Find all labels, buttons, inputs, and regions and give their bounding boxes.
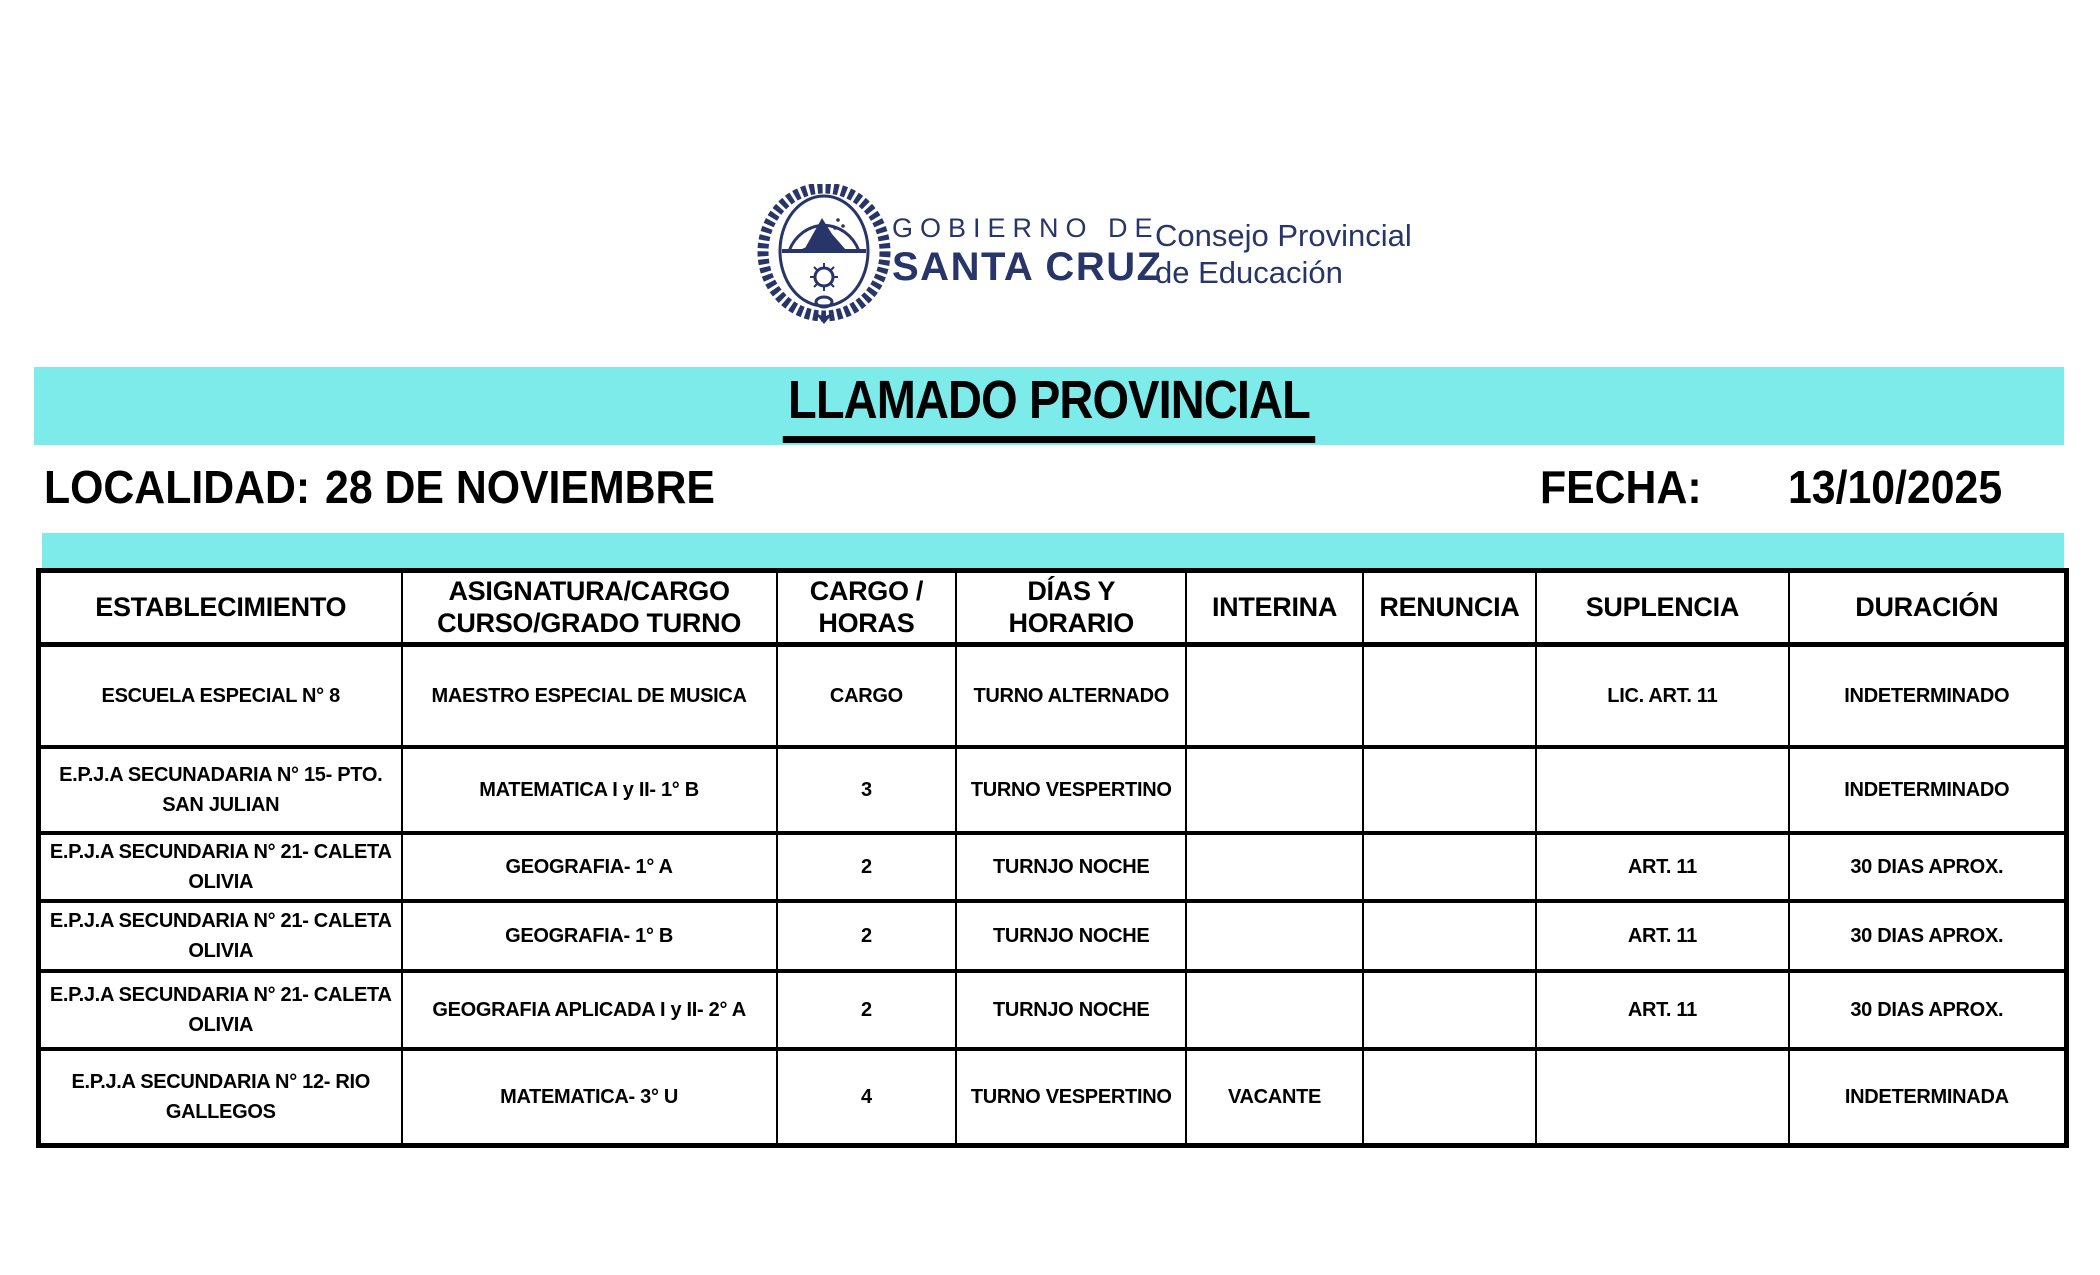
table-row: E.P.J.A SECUNADARIA N° 15- PTO. SAN JULI… bbox=[37, 745, 2068, 836]
consejo-line1: Consejo Provincial bbox=[1155, 218, 1412, 253]
table-cell: INDETERMINADO bbox=[1787, 642, 2068, 750]
table-cell: VACANTE bbox=[1185, 1047, 1364, 1148]
page-title: LLAMADO PROVINCIAL bbox=[782, 369, 1316, 443]
gobierno-de-text: GOBIERNO DE bbox=[892, 213, 1160, 243]
column-header: ESTABLECIMIENTO bbox=[37, 568, 403, 647]
table-cell: GEOGRAFIA APLICADA I y II- 2° A bbox=[400, 969, 778, 1052]
table-cell: 2 bbox=[775, 969, 958, 1052]
header-row: ESTABLECIMIENTO ASIGNATURA/CARGO CURSO/GR… bbox=[37, 568, 2068, 647]
table-cell bbox=[1361, 1047, 1538, 1148]
table-cell bbox=[1185, 745, 1364, 836]
table-cell: TURNJO NOCHE bbox=[955, 899, 1188, 974]
table-cell: E.P.J.A SECUNDARIA N° 12- RIO GALLEGOS bbox=[37, 1047, 403, 1148]
table-header-row: ESTABLECIMIENTO ASIGNATURA/CARGO CURSO/GR… bbox=[37, 568, 2068, 647]
title-banner: LLAMADO PROVINCIAL bbox=[34, 367, 2064, 445]
table-cell: ART. 11 bbox=[1535, 969, 1790, 1052]
gobierno-wordmark: GOBIERNO DE SANTA CRUZ bbox=[892, 213, 1163, 290]
table-cell bbox=[1361, 969, 1538, 1052]
table-cell bbox=[1361, 642, 1538, 750]
table-cell: TURNO VESPERTINO bbox=[955, 1047, 1188, 1148]
column-header: RENUNCIA bbox=[1361, 568, 1538, 647]
table-cell: 30 DIAS APROX. bbox=[1787, 899, 2068, 974]
table-cell: 2 bbox=[775, 899, 958, 974]
table-cell: GEOGRAFIA- 1° B bbox=[400, 899, 778, 974]
table-cell bbox=[1361, 745, 1538, 836]
coat-of-arms-icon bbox=[756, 182, 892, 326]
table-body: ESCUELA ESPECIAL N° 8 MAESTRO ESPECIAL DE… bbox=[37, 642, 2068, 1148]
column-header: DÍAS Y HORARIO bbox=[955, 568, 1188, 647]
table-cell: LIC. ART. 11 bbox=[1535, 642, 1790, 750]
table-cell: INDETERMINADA bbox=[1787, 1047, 2068, 1148]
santa-cruz-text: SANTA CRUZ bbox=[892, 245, 1163, 289]
table-cell: 30 DIAS APROX. bbox=[1787, 831, 2068, 904]
table-cell bbox=[1535, 1047, 1790, 1148]
table-cell: 4 bbox=[775, 1047, 958, 1148]
localidad-line: LOCALIDAD: 28 DE NOVIEMBRE bbox=[44, 460, 715, 514]
table-cell: E.P.J.A SECUNADARIA N° 15- PTO. SAN JULI… bbox=[37, 745, 403, 836]
column-header: ASIGNATURA/CARGO CURSO/GRADO TURNO bbox=[400, 568, 778, 647]
table-cell: TURNJO NOCHE bbox=[955, 831, 1188, 904]
table-cell bbox=[1361, 899, 1538, 974]
consejo-wordmark: Consejo Provincial de Educación bbox=[1155, 217, 1412, 291]
table-cell: ESCUELA ESPECIAL N° 8 bbox=[37, 642, 403, 750]
table-cell: 30 DIAS APROX. bbox=[1787, 969, 2068, 1052]
cyan-divider-bar bbox=[42, 533, 2064, 569]
table-cell bbox=[1535, 745, 1790, 836]
table-cell: ART. 11 bbox=[1535, 899, 1790, 974]
table-row: E.P.J.A SECUNDARIA N° 21- CALETA OLIVIA G… bbox=[37, 831, 2068, 904]
positions-table: ESTABLECIMIENTO ASIGNATURA/CARGO CURSO/GR… bbox=[36, 568, 2069, 1148]
table-row: ESCUELA ESPECIAL N° 8 MAESTRO ESPECIAL DE… bbox=[37, 642, 2068, 750]
consejo-line2: de Educación bbox=[1155, 255, 1343, 290]
positions-table-wrap: ESTABLECIMIENTO ASIGNATURA/CARGO CURSO/GR… bbox=[36, 568, 2069, 1148]
table-cell: CARGO bbox=[775, 642, 958, 750]
table-cell: MATEMATICA- 3° U bbox=[400, 1047, 778, 1148]
table-cell: TURNJO NOCHE bbox=[955, 969, 1188, 1052]
table-cell: 3 bbox=[775, 745, 958, 836]
localidad-value: 28 DE NOVIEMBRE bbox=[325, 461, 715, 513]
table-cell bbox=[1185, 969, 1364, 1052]
table-cell: ART. 11 bbox=[1535, 831, 1790, 904]
localidad-label: LOCALIDAD: bbox=[44, 461, 311, 513]
table-cell: 2 bbox=[775, 831, 958, 904]
fecha-value: 13/10/2025 bbox=[1788, 461, 2003, 513]
table-cell: GEOGRAFIA- 1° A bbox=[400, 831, 778, 904]
table-row: E.P.J.A SECUNDARIA N° 21- CALETA OLIVIA G… bbox=[37, 899, 2068, 974]
table-cell: E.P.J.A SECUNDARIA N° 21- CALETA OLIVIA bbox=[37, 831, 403, 904]
column-header: CARGO / HORAS bbox=[775, 568, 958, 647]
table-cell bbox=[1185, 831, 1364, 904]
table-cell bbox=[1185, 899, 1364, 974]
table-cell: MAESTRO ESPECIAL DE MUSICA bbox=[400, 642, 778, 750]
table-row: E.P.J.A SECUNDARIA N° 21- CALETA OLIVIA G… bbox=[37, 969, 2068, 1052]
column-header: DURACIÓN bbox=[1787, 568, 2068, 647]
table-cell: INDETERMINADO bbox=[1787, 745, 2068, 836]
table-cell bbox=[1185, 642, 1364, 750]
table-cell: E.P.J.A SECUNDARIA N° 21- CALETA OLIVIA bbox=[37, 969, 403, 1052]
column-header: INTERINA bbox=[1185, 568, 1364, 647]
fecha-label: FECHA: bbox=[1540, 461, 1702, 513]
column-header: SUPLENCIA bbox=[1535, 568, 1790, 647]
table-cell: TURNO VESPERTINO bbox=[955, 745, 1188, 836]
table-cell: E.P.J.A SECUNDARIA N° 21- CALETA OLIVIA bbox=[37, 899, 403, 974]
table-cell bbox=[1361, 831, 1538, 904]
table-row: E.P.J.A SECUNDARIA N° 12- RIO GALLEGOS MA… bbox=[37, 1047, 2068, 1148]
table-cell: MATEMATICA I y II- 1° B bbox=[400, 745, 778, 836]
table-cell: TURNO ALTERNADO bbox=[955, 642, 1188, 750]
